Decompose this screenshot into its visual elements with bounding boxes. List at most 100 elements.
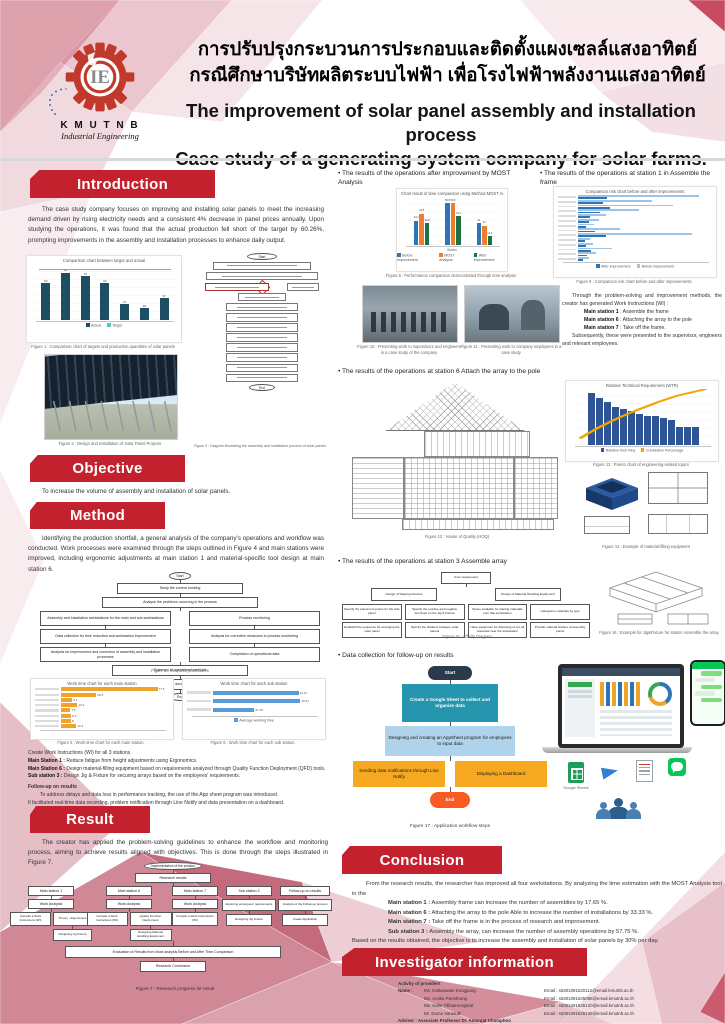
figure11-photo	[464, 285, 560, 343]
bar-pair	[558, 204, 710, 209]
followup-heading: Follow-up on results	[28, 784, 77, 790]
chart-element	[575, 446, 711, 447]
bar	[61, 724, 77, 729]
figure7-flowchart: Implementation of the solution Research …	[10, 862, 332, 972]
fig7-c2-wi: Compile a Work Instructions (WI)	[86, 912, 128, 926]
fig7-conclusion: Research Conclusion	[140, 961, 206, 972]
conclusion-outro: Based on the results obtained, the objec…	[352, 938, 659, 945]
bar: 30.8	[425, 219, 430, 245]
chart-element: After improvement	[596, 264, 631, 269]
technical-drawing-2	[584, 516, 630, 534]
figure10-photo	[362, 285, 458, 343]
chart-element	[563, 261, 709, 263]
chart-element: 21.48	[255, 707, 263, 712]
chart-element: 34.1 44.5 30.8 59.5 59.5 41.1 31 27 12.2	[406, 197, 500, 245]
section-investigators: Investigator information	[342, 948, 587, 976]
fig4-n1: Study the current working	[117, 583, 243, 594]
dashboard-screen	[558, 664, 684, 748]
fig7-c3-station: Main station 7	[172, 886, 218, 896]
chart-element: 12.3	[61, 724, 167, 729]
chart-element	[578, 209, 710, 214]
figure12-caption: Figure 12 : House of Quality (HOQ)	[424, 534, 490, 539]
chart-element	[558, 220, 576, 222]
chart-element: 37	[162, 293, 166, 298]
figure8-caption: Figure 8 : Performance comparison demons…	[385, 273, 517, 278]
chart-element	[35, 688, 59, 691]
google-sheets-icon	[568, 762, 584, 783]
fig3-outsource-box	[205, 282, 269, 292]
section-introduction: Introduction	[30, 170, 215, 198]
chart-title: Work time chart for each sub station	[220, 681, 288, 686]
bar: 62	[41, 279, 51, 320]
dotted-arc-icon	[49, 88, 67, 115]
chart-element	[36, 321, 174, 322]
fig17-appsheet: Designing and creating an AppSheet progr…	[385, 726, 515, 756]
chart-element: 59.5	[450, 198, 456, 202]
fig7-c1-station: Main station 1	[28, 886, 74, 896]
chart-element	[439, 253, 443, 257]
aff-group2: Design of Material Handling Equipment	[495, 588, 561, 601]
chart-element	[578, 257, 710, 262]
fig4-n3: Summary of operational methods	[112, 665, 248, 676]
chart-element	[558, 239, 576, 241]
chart-element: 62	[44, 278, 48, 283]
figure2-photo	[44, 354, 178, 440]
phone-icon	[690, 660, 725, 726]
investigator-subheading: Activity of providers	[398, 981, 441, 986]
bar	[643, 415, 651, 445]
chart-element: 12.3	[77, 724, 84, 729]
laptop-icon	[542, 664, 692, 753]
bar: 44.5	[419, 209, 424, 245]
bar: 27	[120, 300, 130, 320]
fig17-line-notify: Sending data notifications through Line …	[353, 761, 445, 787]
line-app-icon	[668, 758, 686, 776]
chart-element: 34.1 44.5 30.8 59.5 59.5 41.1 31 27 12.2	[406, 197, 500, 245]
chart-element	[406, 246, 500, 247]
figure4-caption: Figure 4 : Research procedures	[151, 668, 209, 673]
bar-after	[578, 235, 606, 238]
chart-element	[578, 195, 710, 199]
chart-element: 7.5	[71, 708, 76, 713]
chart-element: 7.5	[35, 708, 167, 713]
chart-element: 45.37	[187, 699, 319, 703]
chart-element	[558, 229, 576, 232]
bar: 12.2	[487, 232, 492, 245]
chart-element	[558, 205, 576, 208]
fig4-start: Start	[169, 572, 191, 580]
aff-leaf: Provide material holders at assembly poi…	[530, 622, 590, 638]
chart-element	[187, 691, 211, 694]
adviser-line: Adviser : Associate Professor Dr. Amonra…	[398, 1018, 511, 1024]
section-objective: Objective	[30, 455, 185, 482]
fig17-dashboard: Displaying a Dashboard	[455, 761, 547, 787]
chart-element	[558, 243, 576, 246]
figure1-caption: Figure 1 : Comparison chart of targets a…	[31, 344, 175, 349]
result-body: The creator has applied the problem-solv…	[28, 839, 328, 867]
fig7-c2-station: Main station 6	[106, 886, 152, 896]
chart-element: 41.1	[455, 211, 462, 215]
investigator-block: Activity of providers Name : Ms. Kattaraw…	[398, 980, 725, 1024]
bar	[595, 397, 603, 445]
bar-after	[578, 245, 586, 247]
chart-element	[35, 714, 59, 717]
chart-element: 8	[61, 719, 167, 724]
conclusion-line: Sub station 3 : Assembly the array, can …	[388, 928, 639, 935]
bar-pair	[558, 257, 710, 262]
figure16-caption: Figure 16 : Example for Jig&Fixture for …	[599, 630, 719, 635]
bar-before	[578, 195, 700, 197]
figure5-chart: Work time chart for each main station 77.…	[30, 678, 174, 740]
wi-summary-text: Through the problem-solving and improvem…	[562, 293, 722, 348]
bar	[635, 413, 643, 445]
bar-before	[578, 218, 600, 221]
followup-line1: To address delays and data loss in perfo…	[40, 791, 279, 798]
chart-element	[35, 719, 59, 723]
chart-element	[578, 233, 710, 238]
bar-pair	[558, 228, 710, 233]
chart-element: 21.48	[187, 707, 319, 712]
bar	[587, 393, 595, 445]
bar	[683, 427, 691, 445]
figure13-chart: Relative Technical Requirement (WTR) Rela…	[565, 380, 719, 462]
material-filling-3d-model	[586, 478, 638, 510]
chart-element: Relative Tech Req	[600, 448, 635, 453]
hoq-footer	[402, 519, 554, 530]
aff-leaf: Specify the placement points for the sid…	[342, 604, 402, 620]
